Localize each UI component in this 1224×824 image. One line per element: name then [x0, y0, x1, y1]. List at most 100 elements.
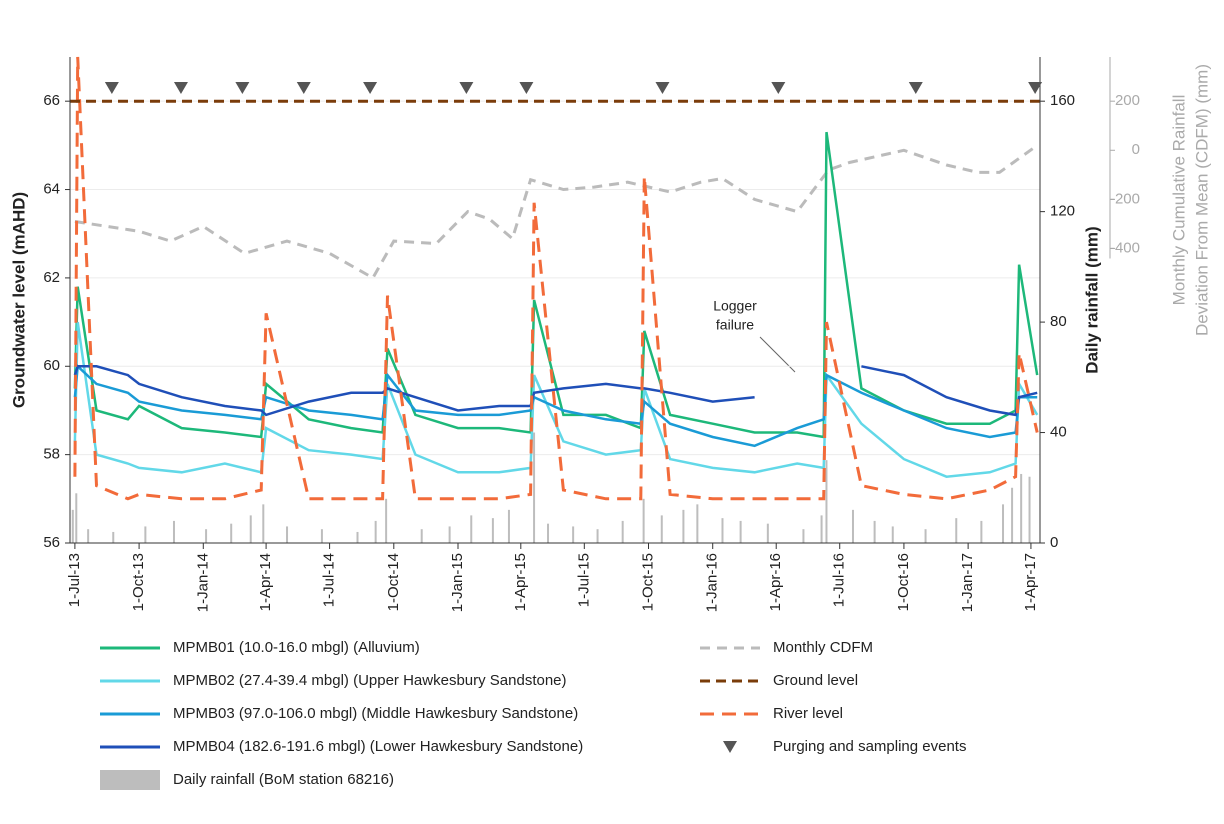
annotation: failure: [716, 317, 754, 333]
series-line: [73, 131, 1039, 439]
series-line: [74, 144, 1039, 280]
y2-tick-label: 0: [1050, 534, 1058, 551]
y2-tick-label: 160: [1050, 92, 1075, 109]
rainfall-bar: [1020, 473, 1023, 543]
y3-axis-label: Monthly Cumulative Rainfall: [1169, 95, 1188, 306]
rainfall-bar: [766, 523, 769, 543]
x-tick-label: 1-Jan-15: [449, 553, 466, 612]
rainfall-bar: [596, 529, 599, 543]
rainfall-bar: [286, 526, 289, 543]
legend-key: [723, 741, 737, 753]
y-tick-label: 56: [43, 534, 60, 551]
legend-label: MPMB01 (10.0-16.0 mbgl) (Alluvium): [173, 639, 420, 656]
x-tick-label: 1-Oct-16: [895, 553, 912, 611]
event-marker: [908, 82, 923, 94]
y2-tick-label: 120: [1050, 203, 1075, 220]
rainfall-bar: [205, 529, 208, 543]
event-marker: [459, 82, 474, 94]
x-tick-label: 1-Jul-16: [831, 553, 848, 607]
rainfall-bar: [507, 509, 510, 543]
x-tick-label: 1-Jan-14: [194, 553, 211, 612]
rainfall-bar: [71, 509, 74, 543]
y2-axis-label: Daily rainfall (mm): [1082, 226, 1101, 373]
legend-label: Monthly CDFM: [773, 639, 873, 656]
rainfall-bar: [385, 498, 388, 543]
legend-label: MPMB04 (182.6-191.6 mbgl) (Lower Hawkesb…: [173, 738, 583, 755]
rainfall-bar: [955, 518, 958, 543]
rainfall-bar: [172, 520, 175, 543]
rainfall-bar: [572, 526, 575, 543]
event-marker: [104, 82, 119, 94]
legend-label: Ground level: [773, 672, 858, 689]
rainfall-bar: [642, 498, 645, 543]
rainfall-bar: [374, 520, 377, 543]
y3-tick-label: 200: [1115, 92, 1140, 109]
rainfall-bar: [873, 520, 876, 543]
legend-label: MPMB03 (97.0-106.0 mbgl) (Middle Hawkesb…: [173, 705, 578, 722]
rainfall-bar: [533, 432, 536, 543]
rainfall-bar: [230, 523, 233, 543]
rainfall-bar: [420, 529, 423, 543]
rainfall-bar: [924, 529, 927, 543]
rainfall-bar: [87, 529, 90, 543]
event-marker: [173, 82, 188, 94]
y-tick-label: 64: [43, 181, 60, 198]
event-marker: [655, 82, 670, 94]
x-tick-label: 1-Apr-15: [512, 553, 529, 611]
rainfall-bar: [1011, 487, 1014, 543]
legend-label: River level: [773, 705, 843, 722]
rainfall-bar: [825, 460, 828, 543]
rainfall-bar: [1002, 504, 1005, 543]
rainfall-bar: [112, 531, 115, 543]
x-tick-label: 1-Oct-15: [639, 553, 656, 611]
rainfall-bar: [851, 509, 854, 543]
x-tick-label: 1-Apr-16: [767, 553, 784, 611]
y2-tick-label: 80: [1050, 313, 1067, 330]
x-tick-label: 1-Jul-15: [575, 553, 592, 607]
y-axis-label: Groundwater level (mAHD): [9, 192, 28, 408]
legend-label: Daily rainfall (BoM station 68216): [173, 771, 394, 788]
rainfall-bar: [721, 518, 724, 543]
rainfall-bar: [448, 526, 451, 543]
event-marker: [1028, 82, 1043, 94]
y3-tick-label: 0: [1132, 141, 1140, 158]
series-line: [73, 56, 1039, 501]
rainfall-bar: [980, 520, 983, 543]
legend-label: MPMB02 (27.4-39.4 mbgl) (Upper Hawkesbur…: [173, 672, 567, 689]
x-tick-label: 1-Jul-14: [321, 553, 338, 607]
event-marker: [519, 82, 534, 94]
rainfall-bar: [356, 531, 359, 543]
y3-tick-label: -200: [1110, 190, 1140, 207]
event-marker: [235, 82, 250, 94]
rainfall-bar: [470, 515, 473, 543]
x-tick-label: 1-Jan-17: [959, 553, 976, 612]
y3-tick-label: -400: [1110, 239, 1140, 256]
x-tick-label: 1-Apr-17: [1022, 553, 1039, 611]
rainfall-bar: [320, 529, 323, 543]
rainfall-bar: [682, 509, 685, 543]
y-tick-label: 58: [43, 446, 60, 463]
event-marker: [363, 82, 378, 94]
legend-key: [100, 770, 160, 790]
x-tick-label: 1-Oct-14: [385, 553, 402, 611]
rainfall-bar: [820, 515, 823, 543]
rainfall-bar: [660, 515, 663, 543]
y2-tick-label: 40: [1050, 424, 1067, 441]
annotation: Logger: [713, 298, 757, 314]
rainfall-bar: [75, 493, 78, 543]
rainfall-bar: [144, 526, 147, 543]
rainfall-bar: [249, 515, 252, 543]
event-marker: [296, 82, 311, 94]
x-tick-label: 1-Jul-13: [66, 553, 83, 607]
event-marker: [771, 82, 786, 94]
x-tick-label: 1-Jan-16: [704, 553, 721, 612]
rainfall-bar: [891, 526, 894, 543]
rainfall-bar: [491, 518, 494, 543]
y-tick-label: 62: [43, 269, 60, 286]
x-tick-label: 1-Oct-13: [130, 553, 147, 611]
rainfall-bar: [739, 520, 742, 543]
y3-axis-label: Deviation From Mean (CDFM) (mm): [1192, 64, 1211, 336]
rainfall-bar: [802, 529, 805, 543]
rainfall-bar: [1028, 476, 1031, 543]
